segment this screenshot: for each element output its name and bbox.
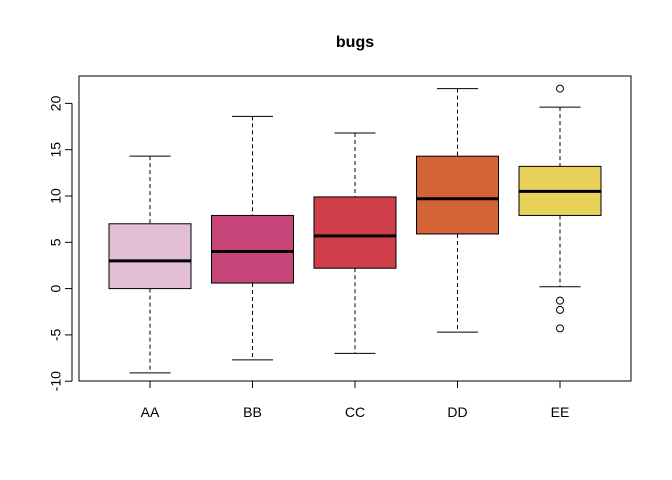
iqr-box — [108, 223, 192, 290]
box-series — [108, 84, 602, 374]
box-ee — [518, 84, 602, 333]
iqr-box — [211, 214, 294, 284]
y-tick-label: 20 — [48, 95, 64, 111]
outlier-point — [556, 296, 564, 305]
y-axis: -10 -5 0 5 10 15 20 — [48, 95, 73, 391]
chart-title: bugs — [336, 34, 374, 51]
x-tick-label: DD — [447, 404, 467, 420]
y-tick-label: 5 — [48, 238, 64, 246]
outlier-point — [556, 84, 564, 93]
outlier-point — [556, 324, 564, 333]
x-tick-label: EE — [551, 404, 570, 420]
y-tick-label: 0 — [48, 284, 64, 292]
box-aa — [108, 155, 192, 374]
y-tick-label: 15 — [48, 142, 64, 158]
iqr-box — [416, 155, 499, 235]
x-tick-label: AA — [141, 404, 160, 420]
x-tick-label: BB — [243, 404, 262, 420]
outlier-point — [556, 305, 564, 314]
y-tick-label: 10 — [48, 188, 64, 204]
y-tick-label: -10 — [48, 371, 64, 391]
x-tick-label: CC — [345, 404, 365, 420]
y-tick-label: -5 — [48, 328, 64, 341]
box-dd — [416, 88, 499, 333]
x-axis: AA BB CC DD EE — [141, 380, 570, 420]
box-bb — [211, 115, 294, 361]
box-cc — [313, 132, 397, 354]
iqr-box — [313, 196, 397, 269]
